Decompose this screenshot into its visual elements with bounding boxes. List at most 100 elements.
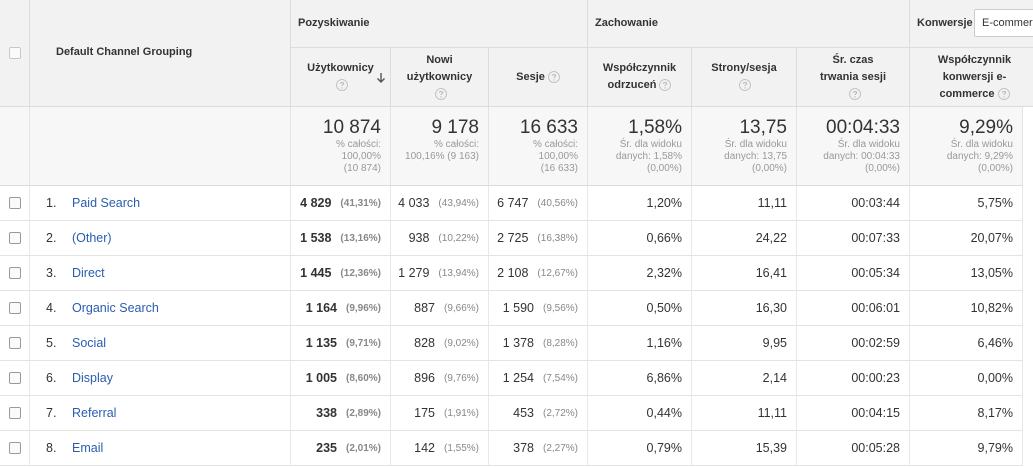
metric-value: 9,95 — [762, 336, 787, 350]
row-index: 6. — [46, 371, 57, 385]
metric-value: 16,41 — [755, 266, 787, 280]
metric-cell: 235 (2,01%) — [291, 431, 391, 466]
row-checkbox-cell — [0, 221, 30, 256]
row-checkbox[interactable] — [8, 407, 21, 419]
metric-share: (1,55%) — [443, 442, 479, 454]
total-note: 100,00% — [341, 151, 381, 162]
help-icon[interactable] — [997, 87, 1010, 100]
metric-value: 175 — [414, 406, 435, 420]
metric-value: 938 — [408, 231, 430, 245]
row-checkbox[interactable] — [8, 302, 21, 314]
channel-link[interactable]: Organic Search — [72, 301, 159, 315]
total-note: (0,00%) — [751, 163, 787, 174]
metric-selector[interactable]: E-commerce — [974, 9, 1033, 37]
channel-link[interactable]: Social — [72, 336, 107, 350]
metric-value: 1 254 — [502, 371, 534, 385]
metric-value: 15,39 — [755, 441, 787, 455]
metric-cell: 0,00% — [910, 361, 1023, 396]
row-index: 8. — [46, 441, 57, 455]
metric-cell: 00:05:28 — [797, 431, 910, 466]
metric-cell: 1 005 (8,60%) — [291, 361, 391, 396]
metric-value: 8,17% — [977, 406, 1013, 420]
column-header[interactable]: Użytkownicy — [291, 48, 391, 107]
column-header[interactable]: Współczynnik odrzuceń — [588, 48, 692, 107]
row-index: 2. — [46, 231, 57, 245]
metric-share: (9,71%) — [345, 337, 381, 349]
sort-arrow[interactable] — [376, 72, 386, 84]
metric-cell: 0,50% — [588, 291, 692, 326]
column-header[interactable]: Współczynnik konwersji e-commerce — [910, 48, 1033, 107]
metric-share: (10,22%) — [438, 232, 479, 244]
channel-link[interactable]: Direct — [72, 266, 105, 280]
metric-cell: 24,22 — [692, 221, 797, 256]
metric-cell: 00:05:34 — [797, 256, 910, 291]
metric-value: 11,11 — [757, 196, 787, 210]
column-title: Strony/sesja — [711, 62, 777, 74]
channel-link[interactable]: (Other) — [72, 231, 112, 245]
select-all-checkbox[interactable] — [8, 47, 21, 59]
column-header-label: Śr. czas trwania sesji — [813, 52, 893, 103]
help-icon[interactable] — [739, 79, 752, 92]
channel-cell: 7. Referral — [30, 396, 291, 431]
metric-cell: 9,95 — [692, 326, 797, 361]
column-header-label: Współczynnik konwersji e-commerce — [934, 52, 1016, 103]
metric-cell: 1 445 (12,36%) — [291, 256, 391, 291]
total-note: 100,16% (9 163) — [405, 151, 479, 162]
row-checkbox[interactable] — [8, 442, 21, 454]
metric-share: (16,38%) — [537, 232, 578, 244]
row-checkbox[interactable] — [8, 232, 21, 244]
column-title: Użytkownicy — [307, 62, 374, 74]
total-note: Śr. dla widoku — [837, 139, 900, 150]
row-checkbox[interactable] — [8, 337, 21, 349]
metric-cell: 13,05% — [910, 256, 1023, 291]
row-checkbox-cell — [0, 291, 30, 326]
channel-link[interactable]: Email — [72, 441, 104, 455]
total-note: (0,00%) — [977, 163, 1013, 174]
row-checkbox[interactable] — [8, 197, 21, 209]
help-icon[interactable] — [659, 79, 672, 92]
metric-value: 1 164 — [305, 301, 337, 315]
metric-share: (8,28%) — [542, 337, 578, 349]
channel-link[interactable]: Paid Search — [72, 196, 141, 210]
metric-cell: 1 590 (9,56%) — [489, 291, 588, 326]
channel-link[interactable]: Referral — [72, 406, 117, 420]
totals-spacer — [0, 107, 30, 186]
metric-value: 6 747 — [497, 196, 529, 210]
metric-value: 338 — [316, 406, 337, 420]
help-icon[interactable] — [335, 79, 348, 92]
metric-cell: 896 (9,76%) — [391, 361, 489, 396]
metric-cell: 00:03:44 — [797, 186, 910, 221]
total-note: % całości: — [335, 139, 381, 150]
column-header[interactable]: Nowi użytkownicy — [391, 48, 489, 107]
channel-cell: 2. (Other) — [30, 221, 291, 256]
total-cell: 9,29% Śr. dla widoku danych: 9,29% (0,00%) — [910, 107, 1023, 186]
metric-share: (1,91%) — [443, 407, 479, 419]
channel-cell: 3. Direct — [30, 256, 291, 291]
row-checkbox[interactable] — [8, 372, 21, 384]
help-icon[interactable] — [848, 87, 861, 100]
metric-share: (2,27%) — [542, 442, 578, 454]
metric-value: 2 725 — [497, 231, 529, 245]
metric-cell: 453 (2,72%) — [489, 396, 588, 431]
metric-value: 0,66% — [646, 231, 682, 245]
column-header[interactable]: Strony/sesja — [692, 48, 797, 107]
metric-cell: 1 254 (7,54%) — [489, 361, 588, 396]
total-note: danych: 9,29% — [946, 151, 1013, 162]
total-note: Śr. dla widoku — [619, 139, 682, 150]
help-icon[interactable] — [435, 87, 447, 100]
metric-value: 4 829 — [300, 196, 332, 210]
totals-spacer — [30, 107, 291, 186]
channel-cell: 4. Organic Search — [30, 291, 291, 326]
row-checkbox[interactable] — [8, 267, 21, 279]
metric-value: 0,44% — [646, 406, 682, 420]
help-icon[interactable] — [547, 70, 560, 83]
metric-value: 11,11 — [757, 406, 787, 420]
column-header-label: Strony/sesja — [711, 60, 777, 94]
metric-cell: 378 (2,27%) — [489, 431, 588, 466]
column-header[interactable]: Sesje — [489, 48, 588, 107]
row-index: 3. — [46, 266, 57, 280]
metric-value: 1 279 — [398, 266, 430, 280]
channel-link[interactable]: Display — [72, 371, 113, 385]
column-header[interactable]: Śr. czas trwania sesji — [797, 48, 910, 107]
